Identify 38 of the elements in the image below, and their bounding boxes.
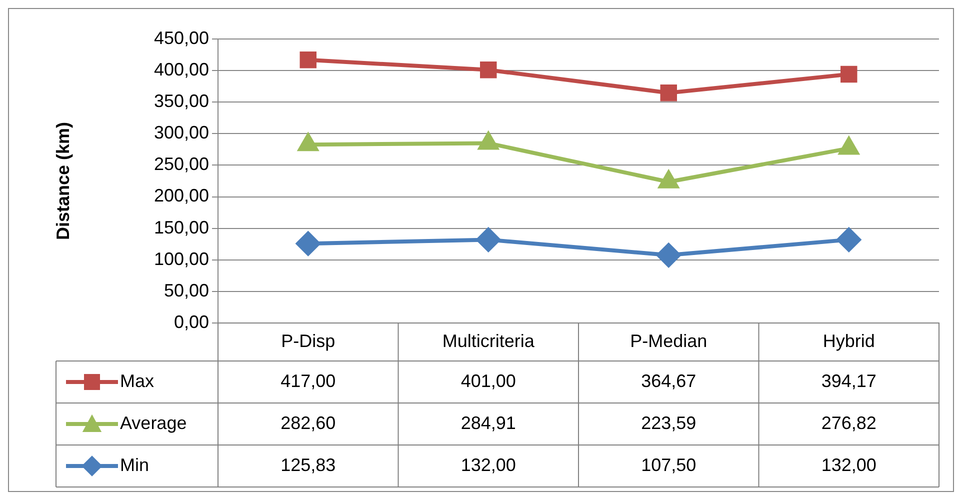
point <box>660 84 677 102</box>
y-tick-label: 150,00 <box>154 217 209 238</box>
y-tick-label: 350,00 <box>154 91 209 112</box>
data-label: 401,00 <box>460 370 516 391</box>
x-tick-label: Multicriteria <box>442 330 536 351</box>
data-label: 276,82 <box>821 412 876 433</box>
point <box>296 232 320 256</box>
point <box>656 243 681 268</box>
data-label: 125,83 <box>280 454 336 475</box>
legend-label: Max <box>120 370 154 391</box>
data-label: 223,59 <box>641 412 696 433</box>
data-label: 284,91 <box>460 412 516 433</box>
point <box>480 62 497 78</box>
y-tick-label: 300,00 <box>154 122 209 143</box>
y-tick-label: 400,00 <box>154 60 209 80</box>
data-label: 417,00 <box>280 370 336 391</box>
y-tick-label: 0,00 <box>174 312 209 332</box>
data-label: 107,50 <box>641 454 696 475</box>
y-tick-label: 200,00 <box>154 186 209 206</box>
x-tick-label: P-Disp <box>281 330 336 351</box>
y-tick-label: 450,00 <box>154 28 209 48</box>
data-label: 364,67 <box>641 370 696 391</box>
y-axis-title: Distance (km) <box>52 122 73 240</box>
point <box>836 228 861 252</box>
data-label: 132,00 <box>821 454 876 475</box>
data-label: 132,00 <box>460 454 516 475</box>
y-tick-label: 250,00 <box>154 154 209 174</box>
y-tick-label: 100,00 <box>154 248 209 269</box>
x-tick-label: Hybrid <box>822 330 875 351</box>
point <box>300 51 316 68</box>
y-tick-label: 50,00 <box>164 280 209 300</box>
legend-label: Min <box>120 454 150 475</box>
point <box>840 66 858 83</box>
data-label: 282,60 <box>280 412 336 433</box>
point <box>476 228 500 252</box>
x-tick-label: P-Median <box>630 330 708 351</box>
legend-label: Average <box>120 412 187 433</box>
data-label: 394,17 <box>821 370 876 391</box>
